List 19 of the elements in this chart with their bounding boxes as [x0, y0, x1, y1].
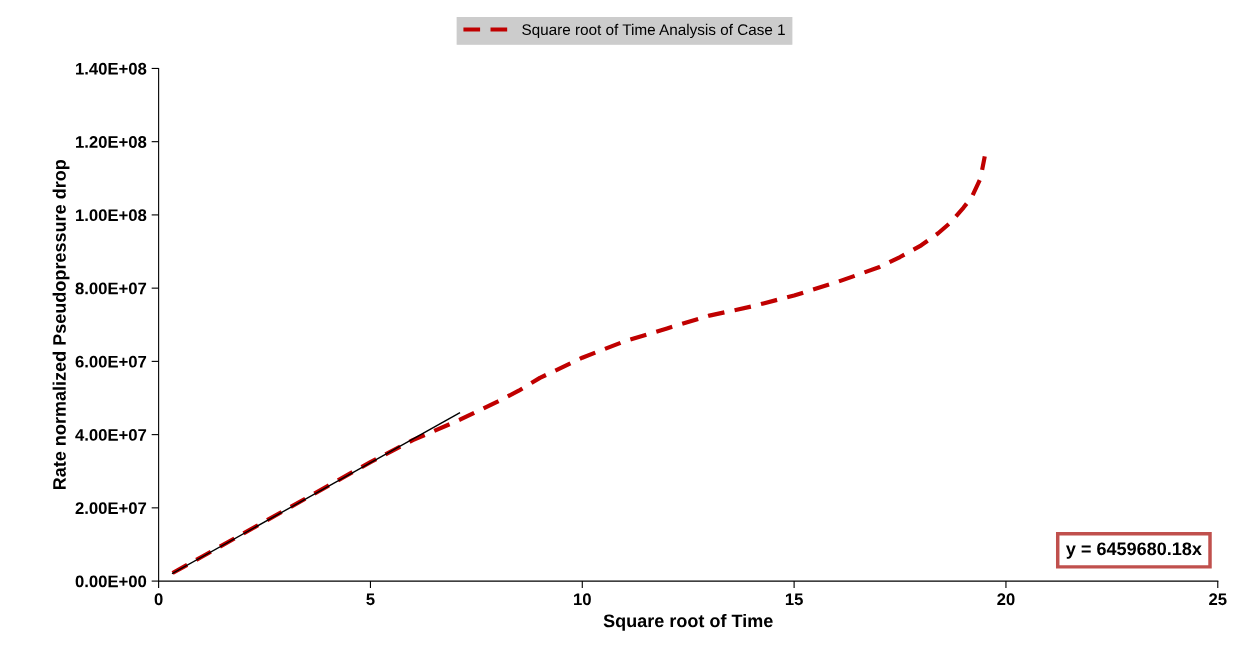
y-axis-title: Rate normalized Pseudopressure drop [52, 159, 70, 490]
x-tick-label: 5 [366, 593, 375, 606]
x-tick-label: 25 [1209, 593, 1227, 606]
y-tick-label: 6.00E+07 [75, 355, 147, 368]
y-tick-label: 0.00E+00 [75, 575, 147, 588]
y-tick-label: 2.00E+07 [75, 502, 147, 515]
x-axis-title: Square root of Time [603, 613, 773, 631]
y-tick-label: 1.40E+08 [76, 62, 147, 75]
y-tick-label: 8.00E+07 [75, 282, 147, 295]
y-tick-label: 1.20E+08 [76, 136, 147, 148]
x-tick-label: 15 [785, 593, 803, 606]
x-tick-label: 10 [574, 593, 591, 606]
y-tick-label: 1.00E+08 [76, 209, 147, 222]
line-series [170, 154, 987, 576]
annotation: y = 6459680.18x [1065, 542, 1202, 559]
x-tick-label: 20 [997, 593, 1015, 606]
y-tick-label: 4.00E+07 [75, 429, 147, 441]
legend-label: Square root of Time Analysis of Case 1 [522, 23, 785, 39]
x-tick-label: 0 [154, 593, 163, 606]
